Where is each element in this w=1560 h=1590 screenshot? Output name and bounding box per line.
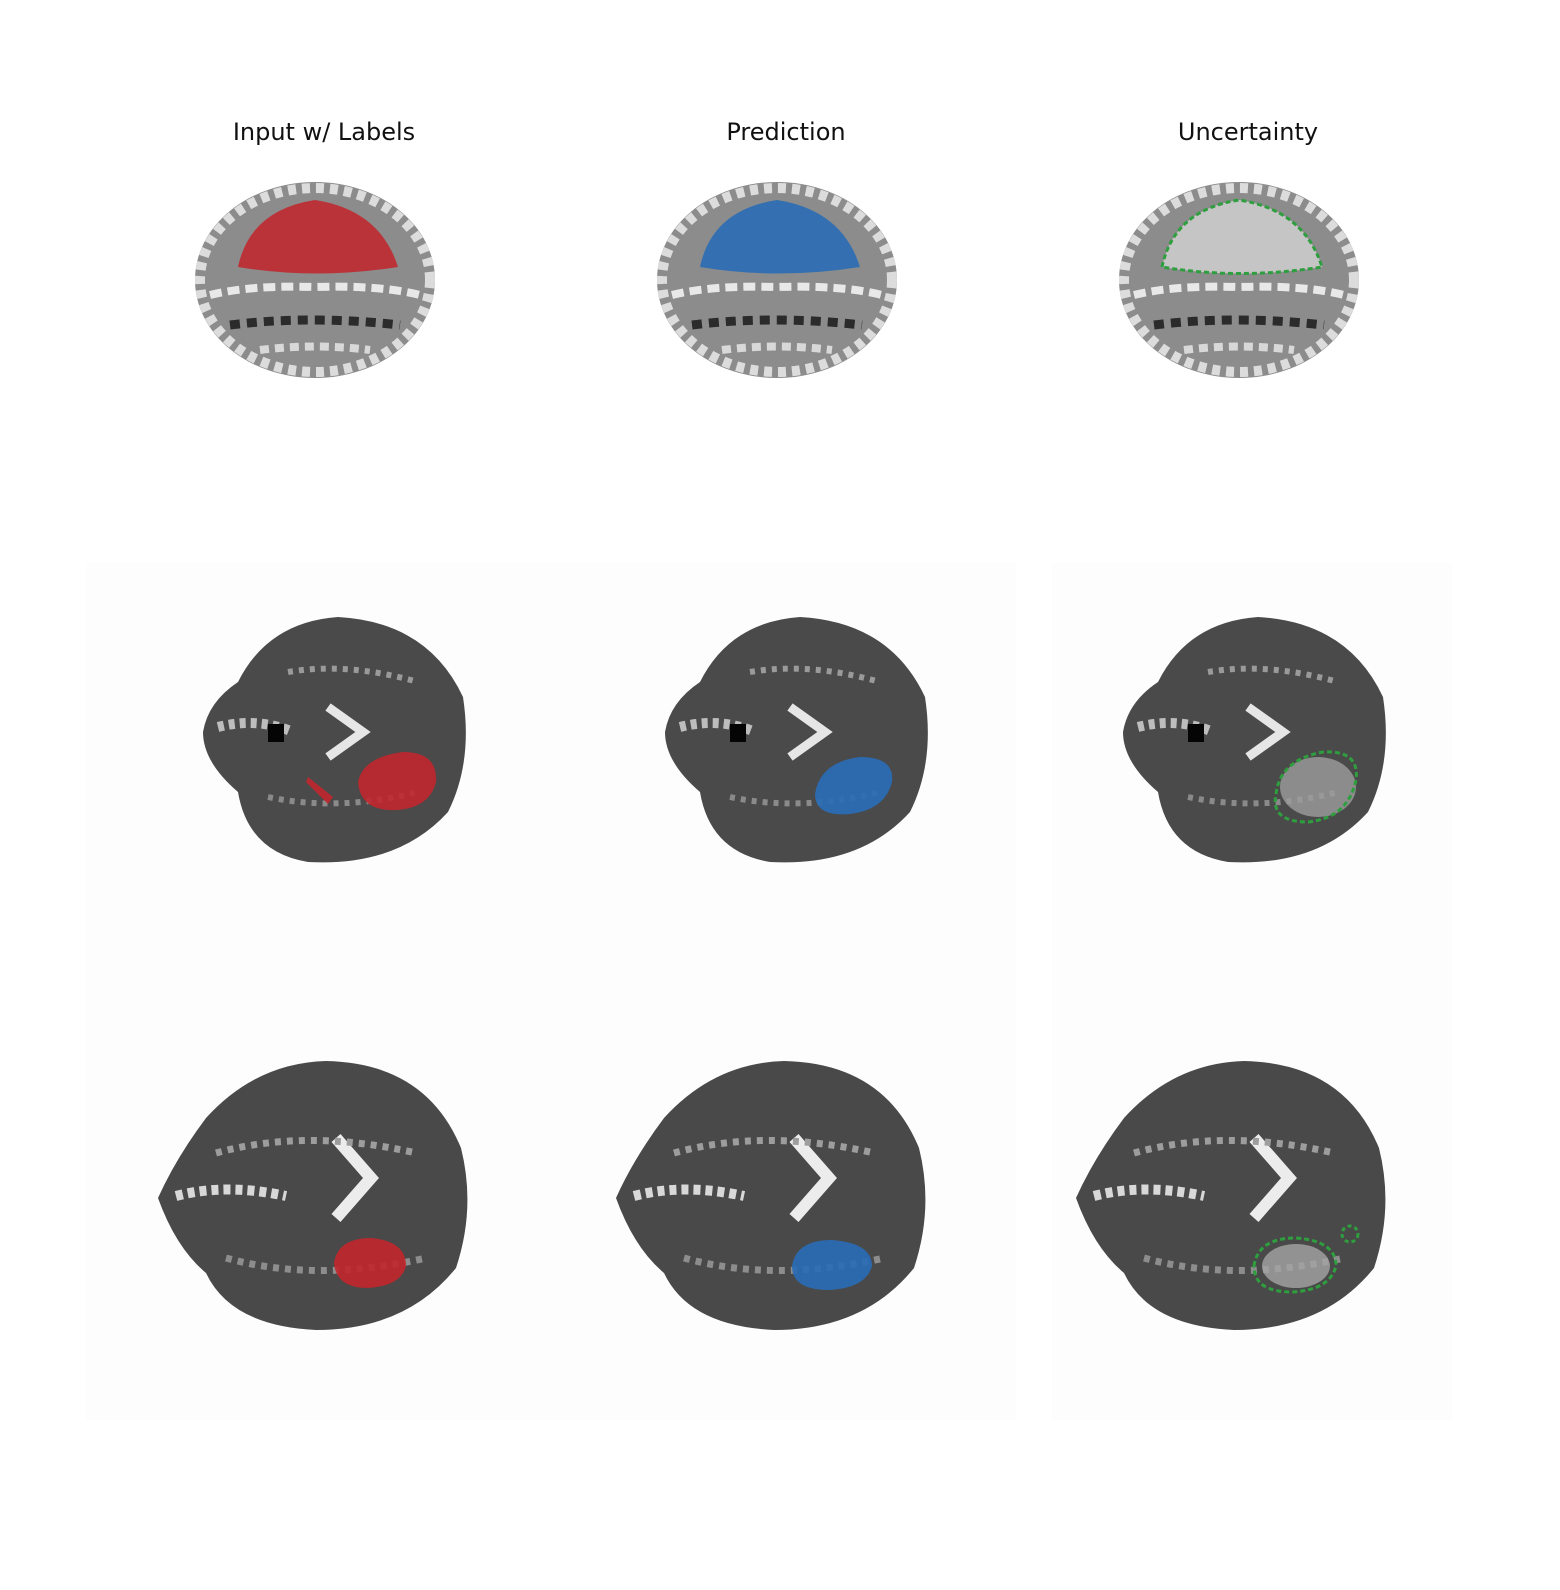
prediction-mask bbox=[700, 200, 860, 274]
prediction-mask bbox=[815, 757, 893, 815]
row3-input-image bbox=[156, 1058, 476, 1333]
row2-uncertainty-image bbox=[1118, 612, 1398, 872]
row1-prediction-image bbox=[652, 175, 902, 385]
uncertainty-contour bbox=[1273, 750, 1358, 824]
label-mask bbox=[238, 200, 398, 274]
column-title-uncertainty: Uncertainty bbox=[1177, 118, 1319, 146]
row1-uncertainty-image bbox=[1114, 175, 1364, 385]
row1-input-image bbox=[190, 175, 440, 385]
brain-slice bbox=[203, 617, 466, 863]
brain-slice bbox=[1123, 617, 1386, 863]
uncertainty-contour bbox=[1252, 1236, 1338, 1294]
label-mask bbox=[334, 1238, 406, 1288]
row3-prediction-image bbox=[614, 1058, 934, 1333]
brain-slice bbox=[665, 617, 928, 863]
column-title-prediction: Prediction bbox=[726, 118, 846, 146]
row3-uncertainty-image bbox=[1074, 1058, 1394, 1333]
prediction-mask bbox=[792, 1240, 872, 1290]
label-mask bbox=[358, 752, 437, 811]
row2-prediction-image bbox=[660, 612, 940, 872]
row2-input-image bbox=[198, 612, 478, 872]
column-title-input: Input w/ Labels bbox=[232, 118, 416, 146]
uncertainty-contour-small bbox=[1340, 1224, 1360, 1244]
uncertainty-contour bbox=[1160, 198, 1324, 275]
